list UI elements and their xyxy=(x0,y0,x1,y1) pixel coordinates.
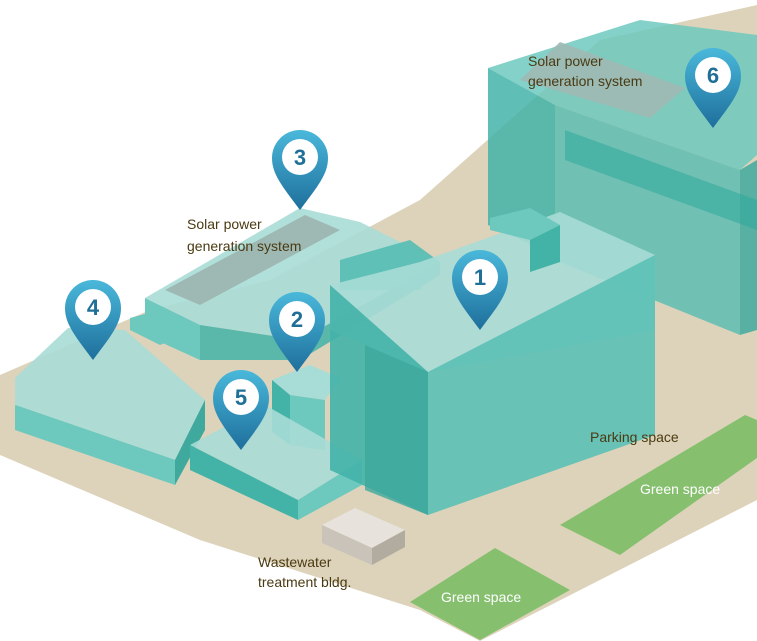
solar-label-left-line1: Solar power xyxy=(187,216,262,232)
green-space-right xyxy=(560,415,757,555)
solar-label-right-line2: generation system xyxy=(528,73,642,89)
solar-panel-right xyxy=(520,42,685,118)
green-space-label-right: Green space xyxy=(640,481,720,497)
marker-5[interactable]: 5 xyxy=(213,370,269,450)
green-space-label-bottom: Green space xyxy=(441,589,521,605)
marker-3-number: 3 xyxy=(294,145,306,170)
green-space-bottom xyxy=(410,548,570,640)
building-6 xyxy=(488,20,757,335)
marker-2-number: 2 xyxy=(291,307,303,332)
marker-1-number: 1 xyxy=(474,265,486,290)
wastewater-building xyxy=(322,508,405,565)
solar-label-right-line1: Solar power xyxy=(528,53,603,69)
marker-3[interactable]: 3 xyxy=(272,130,328,210)
marker-6-number: 6 xyxy=(707,63,719,88)
building-4 xyxy=(15,328,205,485)
solar-panel-left xyxy=(165,215,340,305)
wastewater-label-line2: treatment bldg. xyxy=(258,574,351,590)
wastewater-label-line1: Wastewater xyxy=(258,554,332,570)
solar-label-left-line2: generation system xyxy=(187,238,301,254)
marker-2[interactable]: 2 xyxy=(269,292,325,372)
marker-5-number: 5 xyxy=(235,385,247,410)
marker-4-number: 4 xyxy=(87,295,100,320)
marker-1[interactable]: 1 xyxy=(452,250,508,330)
marker-6[interactable]: 6 xyxy=(685,48,741,128)
parking-label: Parking space xyxy=(590,429,679,445)
marker-4[interactable]: 4 xyxy=(65,280,121,360)
